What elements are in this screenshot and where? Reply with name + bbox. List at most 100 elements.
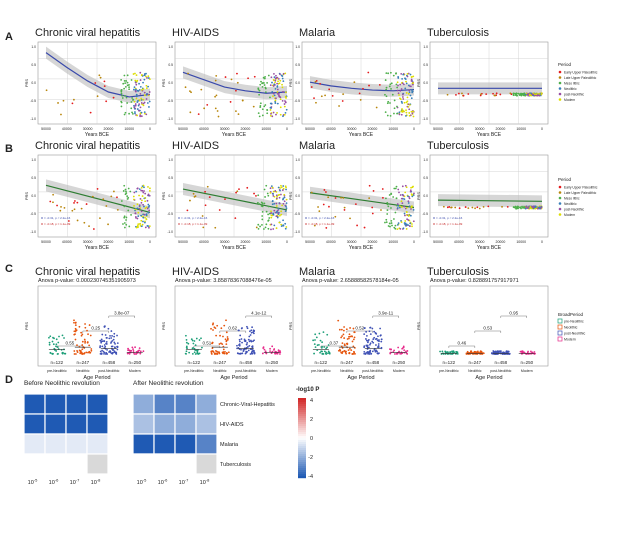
data-point bbox=[192, 192, 195, 195]
panel-A-3: Malaria PRS 50000 40000 30000 20000 10000 0 Year… bbox=[288, 27, 421, 138]
heatmap-cell-after bbox=[195, 433, 218, 455]
data-point bbox=[113, 332, 116, 335]
legend-swatch bbox=[557, 318, 563, 324]
data-point bbox=[148, 225, 151, 228]
data-point bbox=[137, 90, 140, 92]
data-point bbox=[99, 76, 102, 79]
data-point bbox=[521, 206, 524, 209]
stat-annotation: R = -0.31, p < 2.2e-16 bbox=[433, 216, 463, 220]
data-point bbox=[393, 99, 396, 102]
data-point bbox=[384, 93, 386, 96]
data-point bbox=[407, 219, 410, 221]
y-tick-label: 0.0 bbox=[168, 194, 173, 198]
data-point bbox=[147, 203, 150, 206]
data-point bbox=[248, 345, 251, 347]
data-point bbox=[402, 73, 405, 76]
data-point bbox=[380, 346, 383, 349]
data-point bbox=[521, 205, 523, 208]
data-point bbox=[272, 79, 275, 82]
data-point bbox=[58, 335, 60, 338]
data-point bbox=[346, 343, 349, 346]
data-point bbox=[284, 95, 287, 98]
data-point bbox=[393, 218, 395, 220]
data-point bbox=[251, 326, 254, 329]
data-point bbox=[354, 203, 357, 206]
pvalue-label: 3.8e-07 bbox=[114, 311, 130, 316]
x-tick-label: 50000 bbox=[41, 240, 51, 244]
data-point bbox=[143, 221, 146, 224]
colorbar-tick: 0 bbox=[310, 436, 313, 442]
data-point bbox=[202, 226, 205, 229]
count-label: n=247 bbox=[214, 360, 227, 365]
data-point bbox=[374, 350, 377, 352]
data-point bbox=[272, 212, 275, 215]
y-tick-label: 0.5 bbox=[423, 63, 428, 67]
data-point bbox=[270, 216, 273, 219]
data-point bbox=[405, 206, 408, 209]
data-point bbox=[61, 334, 64, 337]
data-point bbox=[143, 190, 145, 192]
data-point bbox=[145, 84, 148, 87]
data-point bbox=[124, 86, 127, 88]
y-axis-label: PRS bbox=[416, 192, 421, 201]
heatmap-cell-before bbox=[23, 393, 46, 415]
data-point bbox=[137, 226, 139, 229]
data-point bbox=[143, 101, 146, 104]
y-axis-label: PRS bbox=[161, 192, 166, 201]
data-point bbox=[269, 350, 271, 353]
data-point bbox=[386, 201, 389, 204]
data-point bbox=[247, 349, 250, 352]
legend-broad-period: BroadPeriod pre-Neolithic Neolithic post-Ne… bbox=[557, 312, 585, 342]
data-point bbox=[193, 340, 196, 342]
colorbar-segment bbox=[298, 468, 306, 471]
data-point bbox=[396, 207, 399, 209]
data-point bbox=[147, 225, 150, 228]
legend-swatch bbox=[557, 330, 563, 336]
data-point bbox=[274, 81, 276, 84]
data-point bbox=[136, 108, 139, 110]
data-point bbox=[239, 352, 242, 355]
data-point bbox=[126, 198, 129, 200]
colorbar-segment bbox=[298, 426, 306, 429]
anova-label: Anova p-value: 3.85878367088476e-05 bbox=[175, 278, 272, 284]
data-point bbox=[275, 74, 277, 77]
legend-label: pre-Neolithic bbox=[564, 320, 584, 324]
data-point bbox=[452, 350, 455, 353]
data-point bbox=[123, 215, 126, 218]
data-point bbox=[379, 327, 382, 330]
data-point bbox=[396, 203, 399, 205]
stat-annotation: R = -0.31, p < 2.2e-16 bbox=[178, 216, 208, 220]
data-point bbox=[379, 334, 382, 337]
data-point bbox=[400, 100, 403, 103]
colorbar-segment bbox=[298, 444, 306, 447]
x-tick-label: 40000 bbox=[454, 127, 464, 131]
data-point bbox=[348, 335, 350, 338]
data-point bbox=[263, 77, 266, 80]
data-point bbox=[270, 228, 272, 231]
column-label: 10-5 bbox=[28, 478, 38, 487]
data-point bbox=[135, 83, 138, 86]
data-point bbox=[314, 333, 317, 336]
data-point bbox=[88, 344, 91, 347]
y-tick-label: -1.0 bbox=[422, 230, 428, 234]
legend-swatch bbox=[558, 87, 562, 90]
data-point bbox=[368, 184, 371, 187]
heatmap-cell-after bbox=[174, 413, 197, 435]
data-point bbox=[145, 87, 148, 89]
significance-bracket bbox=[474, 330, 501, 333]
data-point bbox=[479, 93, 482, 96]
x-axis-label: Age Period bbox=[475, 375, 502, 381]
panel-title: Tuberculosis bbox=[427, 27, 489, 39]
data-point bbox=[353, 336, 356, 339]
data-point bbox=[279, 98, 282, 101]
data-point bbox=[411, 205, 413, 208]
data-point bbox=[261, 210, 264, 213]
data-point bbox=[399, 352, 402, 355]
data-point bbox=[268, 212, 271, 215]
data-point bbox=[142, 203, 145, 206]
data-point bbox=[133, 107, 136, 110]
data-point bbox=[282, 115, 284, 118]
data-point bbox=[81, 348, 84, 351]
data-point bbox=[148, 226, 150, 229]
